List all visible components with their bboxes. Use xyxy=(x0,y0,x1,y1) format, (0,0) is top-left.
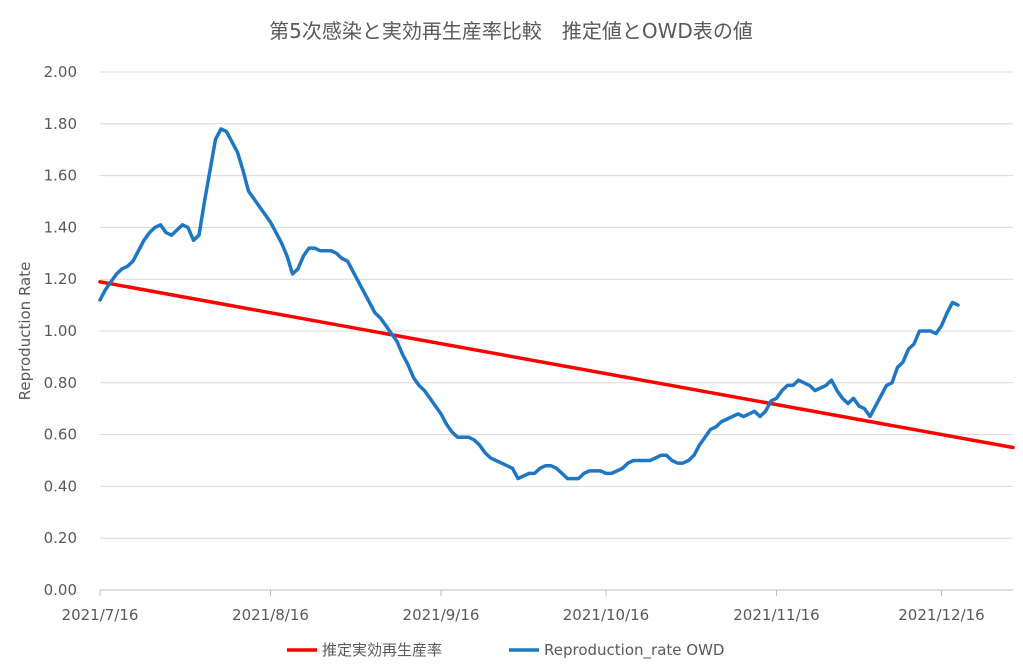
legend-entry-owd-rate: Reproduction_rate OWD xyxy=(509,641,724,660)
gridlines xyxy=(100,71,1013,591)
legend: 推定実効再生産率 Reproduction_rate OWD xyxy=(287,641,724,660)
x-tick-label: 2021/9/16 xyxy=(403,606,480,624)
y-tick-label: 1.00 xyxy=(44,322,77,340)
x-tick-label: 2021/11/16 xyxy=(733,606,819,624)
y-tick-label: 2.00 xyxy=(44,63,77,81)
y-tick-label: 1.80 xyxy=(44,115,77,133)
series-line-owd-rate xyxy=(98,127,960,481)
legend-label: Reproduction_rate OWD xyxy=(544,641,724,660)
y-tick-label: 0.80 xyxy=(44,374,77,392)
legend-label: 推定実効再生産率 xyxy=(322,641,442,659)
series-line-estimated-rate xyxy=(98,280,1015,450)
x-tick-label: 2021/8/16 xyxy=(232,606,309,624)
y-tick-label: 0.00 xyxy=(44,581,77,599)
y-axis-tick-labels: 0.00 0.20 0.40 0.60 0.80 1.00 1.20 1.40 1.60 1.80… xyxy=(44,63,77,599)
x-axis-tick-labels: 2021/7/16 2021/8/16 2021/9/16 2021/10/16 202… xyxy=(62,590,985,624)
y-tick-label: 1.40 xyxy=(44,218,77,236)
y-axis-title: Reproduction Rate xyxy=(16,262,34,401)
chart-title: 第5次感染と実効再生産率比較 推定値とOWD表の値 xyxy=(269,19,753,43)
y-tick-label: 1.60 xyxy=(44,167,77,185)
legend-entry-estimated-rate: 推定実効再生産率 xyxy=(287,641,442,659)
y-tick-label: 0.40 xyxy=(44,477,77,495)
series-layer xyxy=(98,127,1015,481)
x-tick-label: 2021/10/16 xyxy=(563,606,649,624)
y-tick-label: 0.20 xyxy=(44,529,77,547)
x-tick-label: 2021/12/16 xyxy=(898,606,984,624)
y-tick-label: 0.60 xyxy=(44,426,77,444)
y-tick-label: 1.20 xyxy=(44,270,77,288)
x-tick-label: 2021/7/16 xyxy=(62,606,139,624)
